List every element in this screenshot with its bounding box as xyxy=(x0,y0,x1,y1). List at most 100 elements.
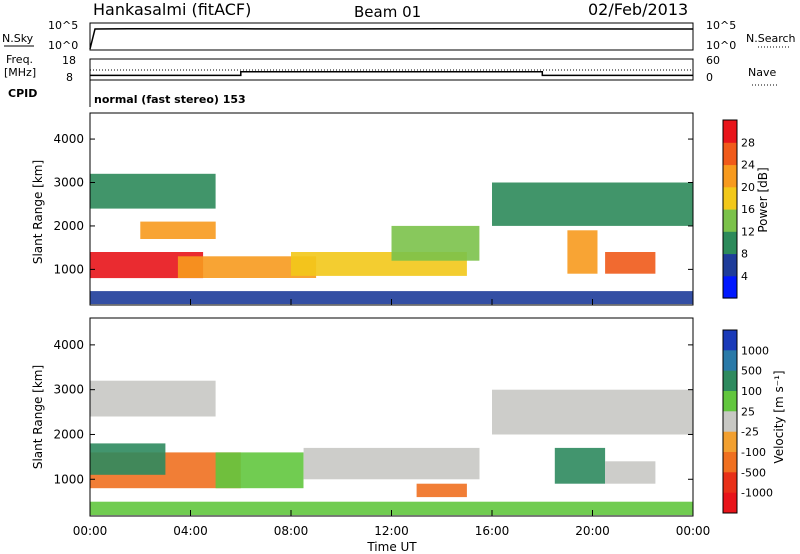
velocity-colorbar-seg-7 xyxy=(723,472,737,494)
noise-left-label: N.Sky xyxy=(2,32,34,45)
power-region-7 xyxy=(567,230,598,274)
time-tick-label-3: 12:00 xyxy=(374,524,409,538)
velocity-colorbar-tick-0: 1000 xyxy=(741,344,769,357)
power-colorbar-tick-1: 8 xyxy=(741,248,748,261)
velocity-y-axis: 1000 2000 3000 4000 xyxy=(53,338,693,486)
time-tick-label-4: 16:00 xyxy=(475,524,510,538)
freq-left-label-1: Freq. xyxy=(6,53,33,66)
cpid-label: CPID xyxy=(8,87,37,100)
velocity-colorbar-tick-6: -500 xyxy=(741,466,766,479)
time-tick-label-1: 04:00 xyxy=(173,524,208,538)
freq-series-line xyxy=(90,71,693,77)
noise-series-line xyxy=(89,27,693,50)
power-colorbar-tick-5: 24 xyxy=(741,159,755,172)
time-axis: 00:00 04:00 08:00 12:00 16:00 20:00 00:00 xyxy=(73,299,711,538)
power-colorbar-seg-2 xyxy=(723,231,737,255)
power-region-8 xyxy=(605,252,656,274)
velocity-region-8 xyxy=(416,483,467,498)
freq-left-tick-top: 18 xyxy=(62,54,76,67)
power-y-tick-label-0: 1000 xyxy=(53,262,84,276)
velocity-y-tick-label-2: 3000 xyxy=(53,383,84,397)
velocity-colorbar-seg-6 xyxy=(723,452,737,473)
velocity-colorbar-tick-3: 25 xyxy=(741,405,755,418)
velocity-ylabel: Slant Range [km] xyxy=(31,365,45,469)
power-region-6 xyxy=(492,182,693,226)
velocity-y-tick-label-3: 4000 xyxy=(53,338,84,352)
power-colorbar-seg-1 xyxy=(723,253,737,277)
power-colorbar-tick-6: 28 xyxy=(741,136,755,149)
power-region-3 xyxy=(391,225,480,261)
velocity-region-3 xyxy=(303,447,480,480)
nave-right-label: Nave xyxy=(748,66,776,79)
noise-right-label: N.Search xyxy=(746,32,796,45)
power-colorbar-tick-0: 4 xyxy=(741,270,748,283)
noise-right-tick-top: 10^5 xyxy=(706,19,736,32)
power-heatmap xyxy=(90,173,693,305)
velocity-region-4 xyxy=(90,380,216,417)
velocity-region-1 xyxy=(90,443,166,475)
noise-right-tick-bottom: 10^0 xyxy=(706,39,736,52)
power-colorbar-frame xyxy=(722,119,738,299)
freq-right-tick-top: 60 xyxy=(706,54,720,67)
power-colorbar-tick-3: 16 xyxy=(741,203,755,216)
velocity-region-2 xyxy=(215,452,304,489)
velocity-colorbar: 1000 500 100 25 -25 -100 -500 -1000 xyxy=(722,329,773,514)
power-region-9 xyxy=(90,291,693,305)
velocity-colorbar-tick-4: -25 xyxy=(741,426,759,439)
velocity-colorbar-seg-3 xyxy=(723,391,737,412)
station-title: Hankasalmi (fitACF) xyxy=(93,0,251,19)
velocity-y-tick-label-1: 2000 xyxy=(53,427,84,441)
beam-title: Beam 01 xyxy=(354,3,421,21)
power-colorbar-seg-5 xyxy=(723,164,737,188)
velocity-colorbar-seg-4 xyxy=(723,411,737,433)
noise-left-tick-top: 10^5 xyxy=(48,19,78,32)
power-y-tick-label-2: 3000 xyxy=(53,176,84,190)
power-region-4 xyxy=(90,173,216,209)
power-colorbar-seg-3 xyxy=(723,209,737,232)
velocity-y-tick-label-0: 1000 xyxy=(53,472,84,486)
velocity-colorbar-label: Velocity [m s⁻¹] xyxy=(772,370,786,463)
power-colorbar-seg-4 xyxy=(723,186,737,210)
noise-left-tick-bottom: 10^0 xyxy=(48,39,78,52)
freq-left-tick-bottom: 8 xyxy=(66,71,73,84)
power-colorbar-seg-7 xyxy=(723,120,737,143)
time-axis-label: Time UT xyxy=(366,540,417,554)
velocity-heatmap xyxy=(90,380,693,516)
freq-left-label-2: [MHz] xyxy=(4,66,36,79)
velocity-colorbar-seg-5 xyxy=(723,431,737,453)
velocity-colorbar-frame xyxy=(722,329,738,514)
power-colorbar-tick-4: 20 xyxy=(741,181,755,194)
velocity-colorbar-tick-7: -1000 xyxy=(741,487,773,500)
power-y-axis: 1000 2000 3000 4000 xyxy=(53,132,693,276)
velocity-colorbar-seg-1 xyxy=(723,350,737,372)
power-colorbar-seg-6 xyxy=(723,142,737,166)
power-colorbar-tick-2: 12 xyxy=(741,225,755,238)
freq-right-tick-bottom: 0 xyxy=(706,71,713,84)
time-tick-label-6: 00:00 xyxy=(676,524,711,538)
velocity-region-6 xyxy=(554,447,606,484)
cpid-text: normal (fast stereo) 153 xyxy=(94,93,246,106)
velocity-region-5 xyxy=(492,389,693,435)
velocity-colorbar-seg-8 xyxy=(723,492,737,514)
noise-panel-frame xyxy=(89,22,694,51)
power-colorbar: 4 8 12 16 20 24 28 xyxy=(722,119,755,299)
date-title: 02/Feb/2013 xyxy=(588,0,688,19)
power-y-tick-label-3: 4000 xyxy=(53,132,84,146)
time-tick-label-0: 00:00 xyxy=(73,524,108,538)
power-colorbar-label: Power [dB] xyxy=(756,167,770,232)
velocity-region-9 xyxy=(90,501,693,516)
velocity-colorbar-seg-2 xyxy=(723,370,737,392)
power-ylabel: Slant Range [km] xyxy=(31,160,45,264)
velocity-colorbar-tick-1: 500 xyxy=(741,365,762,378)
velocity-colorbar-tick-2: 100 xyxy=(741,385,762,398)
velocity-colorbar-seg-0 xyxy=(723,330,737,351)
power-colorbar-seg-0 xyxy=(723,275,737,299)
power-y-tick-label-1: 2000 xyxy=(53,219,84,233)
time-tick-label-5: 20:00 xyxy=(575,524,610,538)
velocity-region-7 xyxy=(605,461,656,484)
power-region-5 xyxy=(140,221,216,239)
power-region-1 xyxy=(177,256,317,278)
velocity-colorbar-tick-5: -100 xyxy=(741,446,766,459)
time-tick-label-2: 08:00 xyxy=(274,524,309,538)
